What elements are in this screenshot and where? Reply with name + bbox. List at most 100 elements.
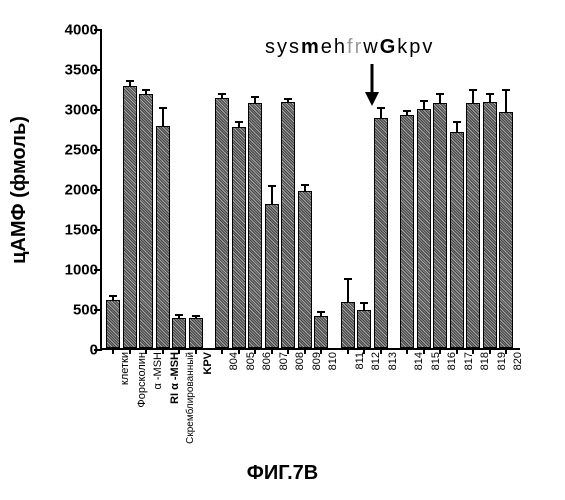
sequence-char: s	[289, 36, 301, 58]
y-tick-label: 0	[48, 342, 98, 359]
y-tick-label: 4000	[48, 22, 98, 39]
sequence-char: h	[334, 36, 347, 58]
bar-rect	[215, 98, 229, 348]
bar-rect	[123, 86, 137, 348]
x-label: 805	[245, 352, 257, 370]
error-cap	[420, 100, 428, 102]
error-cap	[403, 110, 411, 112]
x-label: α -MSH	[152, 352, 164, 390]
arrow-annotation	[362, 62, 382, 111]
chart-container: клеткиФорсколинα -MSHRI α -MSHСкремблиро…	[70, 20, 530, 400]
error-cap	[469, 89, 477, 91]
error-bar	[505, 90, 507, 112]
x-tick	[489, 348, 491, 354]
sequence-char: s	[265, 36, 277, 58]
error-cap	[486, 93, 494, 95]
x-tick	[195, 348, 197, 354]
error-cap	[192, 315, 200, 317]
bar-rect	[139, 94, 153, 348]
bar-rect	[466, 103, 480, 348]
bar-rect	[156, 126, 170, 348]
error-cap	[317, 311, 325, 313]
figure-label: ФИГ.7В	[247, 462, 318, 485]
error-cap	[126, 80, 134, 82]
bar-rect	[248, 103, 262, 348]
bar-rect	[172, 318, 186, 348]
sequence-char: y	[277, 36, 289, 58]
x-tick	[439, 348, 441, 354]
error-bar	[271, 186, 273, 204]
x-label: 811	[354, 352, 366, 370]
x-tick	[406, 348, 408, 354]
x-tick	[162, 348, 164, 354]
x-label: 806	[261, 352, 273, 370]
x-label: 810	[327, 352, 339, 370]
x-tick	[221, 348, 223, 354]
x-label: 815	[430, 352, 442, 370]
error-bar	[456, 122, 458, 132]
x-tick	[423, 348, 425, 354]
bar-rect	[298, 191, 312, 348]
bar-rect	[357, 310, 371, 348]
y-tick-label: 1000	[48, 262, 98, 279]
x-label: 817	[463, 352, 475, 370]
x-tick	[145, 348, 147, 354]
x-label: 807	[278, 352, 290, 370]
error-cap	[109, 295, 117, 297]
error-cap	[251, 96, 259, 98]
bar-rect	[417, 109, 431, 348]
x-tick	[112, 348, 114, 354]
error-cap	[142, 89, 150, 91]
y-tick-label: 2500	[48, 142, 98, 159]
error-cap	[502, 89, 510, 91]
error-bar	[162, 108, 164, 126]
x-tick	[380, 348, 382, 354]
x-tick	[271, 348, 273, 354]
x-tick	[456, 348, 458, 354]
sequence-char: f	[347, 36, 355, 58]
x-tick	[347, 348, 349, 354]
x-label: 819	[496, 352, 508, 370]
x-label: 814	[413, 352, 425, 370]
error-cap	[301, 184, 309, 186]
y-tick-label: 2000	[48, 182, 98, 199]
x-label: 813	[387, 352, 399, 370]
x-tick	[320, 348, 322, 354]
sequence-char: v	[422, 36, 434, 58]
y-axis-title: цАМФ (фмоль)	[8, 116, 31, 264]
error-bar	[489, 94, 491, 102]
x-tick	[238, 348, 240, 354]
y-tick-label: 3000	[48, 102, 98, 119]
x-tick	[505, 348, 507, 354]
sequence-char: p	[409, 36, 422, 58]
error-bar	[423, 101, 425, 109]
bar-rect	[433, 103, 447, 348]
sequence-char: k	[397, 36, 409, 58]
bar-rect	[450, 132, 464, 348]
error-cap	[453, 121, 461, 123]
x-label: 818	[479, 352, 491, 370]
y-tick-label: 500	[48, 302, 98, 319]
bar-rect	[400, 115, 414, 348]
bar-rect	[232, 127, 246, 348]
x-tick	[472, 348, 474, 354]
x-label: 809	[311, 352, 323, 370]
error-cap	[159, 107, 167, 109]
error-bar	[439, 94, 441, 104]
x-tick	[129, 348, 131, 354]
x-tick	[287, 348, 289, 354]
error-cap	[344, 278, 352, 280]
x-label: 804	[228, 352, 240, 370]
error-cap	[436, 93, 444, 95]
error-cap	[235, 121, 243, 123]
y-tick-label: 3500	[48, 62, 98, 79]
y-tick-label: 1500	[48, 222, 98, 239]
error-cap	[218, 93, 226, 95]
sequence-char: G	[380, 36, 398, 58]
sequence-char: m	[301, 36, 321, 58]
x-label: Форсколин	[136, 352, 148, 408]
x-label: KPV	[202, 352, 214, 375]
x-label: 816	[446, 352, 458, 370]
bar-rect	[265, 204, 279, 348]
x-label: RI α -MSH	[169, 352, 181, 404]
